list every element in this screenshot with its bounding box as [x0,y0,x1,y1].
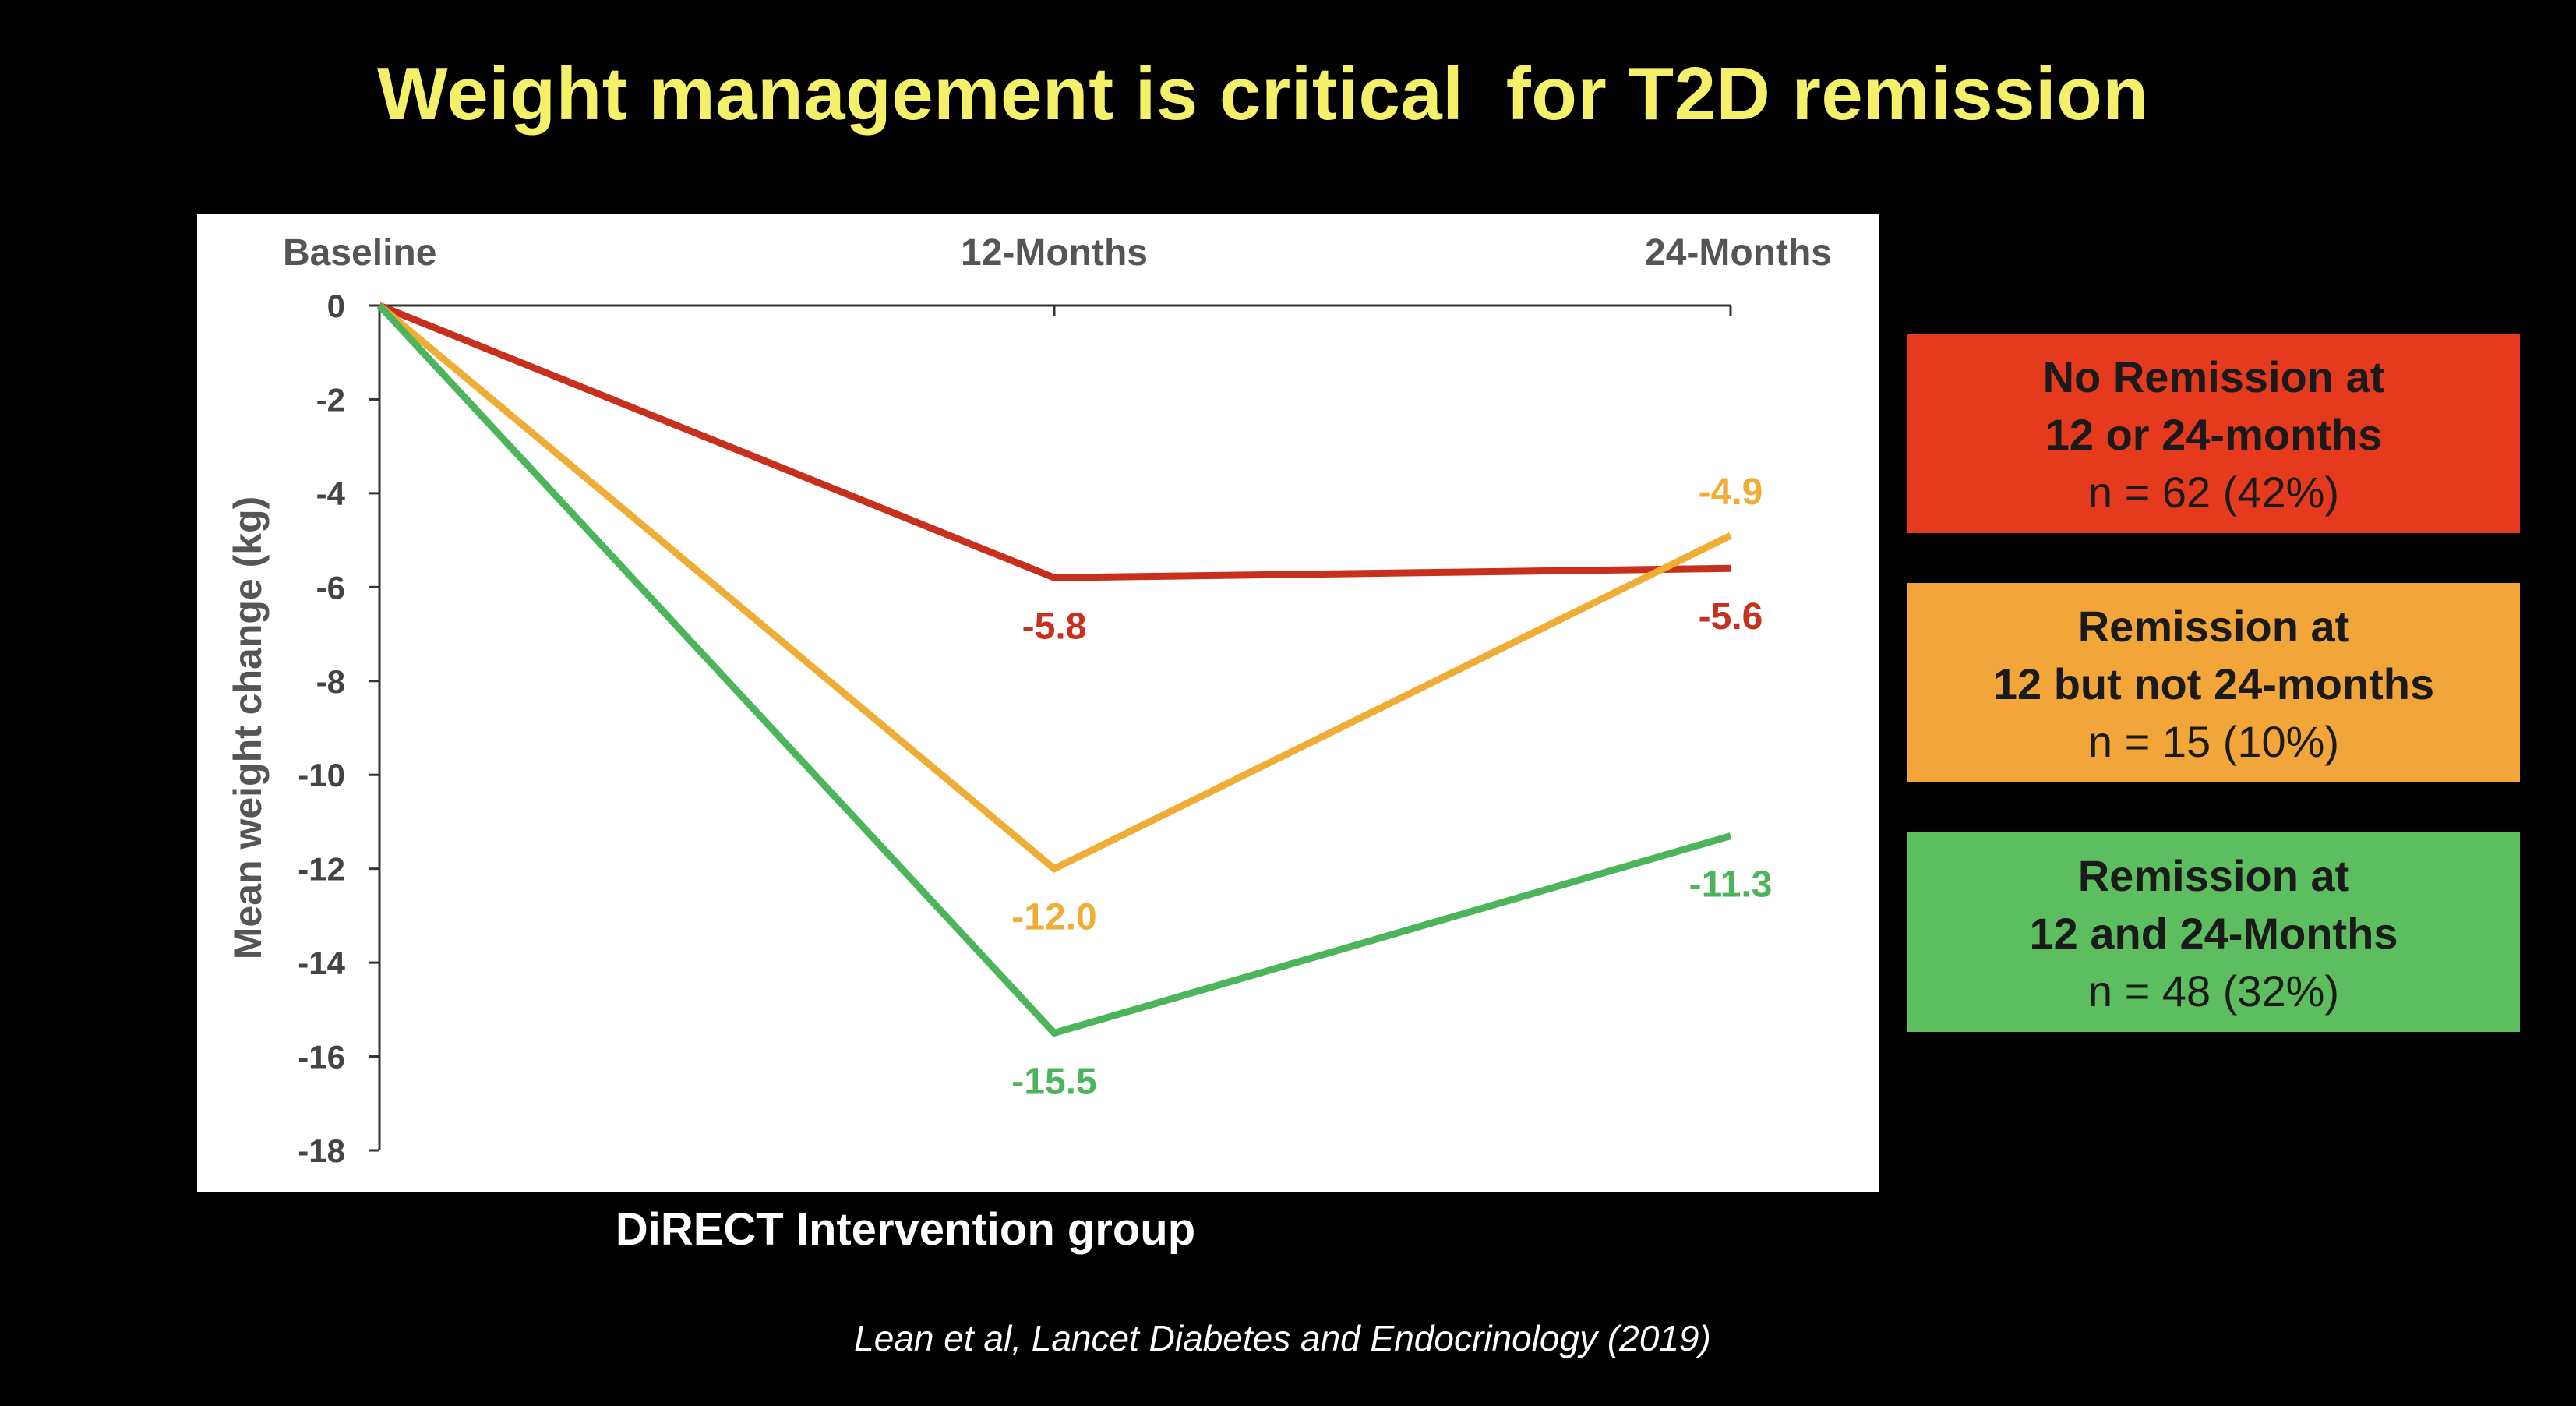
y-tick-label: -2 [316,381,345,418]
data-label: -15.5 [1011,1061,1096,1102]
slide-title: Weight management is critical for T2D re… [377,52,2149,136]
series-line-0 [378,302,1731,581]
y-tick-label: -14 [298,945,345,981]
legend-box-no-remission: No Remission at 12 or 24-months n = 62 (… [1907,334,2520,533]
x-tick-label: Baseline [283,232,436,274]
y-axis-label: Mean weight change (kg) [226,496,270,960]
legend-line1: No Remission at [2042,352,2385,401]
data-label: -11.3 [1689,864,1773,906]
legend-line1: Remission at [2077,602,2350,651]
data-label: -5.8 [1022,606,1087,647]
legend-box-remission-12-and-24: Remission at 12 and 24-Months n = 48 (32… [1907,832,2520,1032]
data-label: -5.6 [1699,596,1763,638]
x-tick-label: 12-Months [961,232,1148,274]
y-tick-label: -4 [316,475,346,512]
y-tick-label: -18 [298,1132,345,1169]
y-tick-label: -6 [316,569,345,606]
y-tick-label: 0 [327,288,345,324]
legend-line2: 12 or 24-months [2045,410,2383,459]
legend-count: n = 15 (10%) [2087,717,2340,766]
data-label: -12.0 [1011,897,1096,938]
citation: Lean et al, Lancet Diabetes and Endocrin… [854,1318,1711,1358]
line-chart: Baseline 12-Months 24-Months 0 -2 -4 -6 -8 -10 -1… [226,232,1832,1169]
x-tick-label: 24-Months [1645,232,1832,274]
legend-count: n = 48 (32%) [2087,966,2340,1016]
data-label: -4.9 [1699,472,1763,513]
legend-box-remission-12-only: Remission at 12 but not 24-months n = 15… [1907,583,2520,782]
x-axis-caption: DiRECT Intervention group [615,1204,1196,1255]
legend-count: n = 62 (42%) [2087,468,2340,517]
chart-panel: Baseline 12-Months 24-Months 0 -2 -4 -6 -8 -10 -1… [197,214,1879,1192]
y-tick-label: -16 [298,1039,345,1076]
y-tick-label: -12 [298,851,345,888]
legend-line2: 12 but not 24-months [1992,659,2435,708]
legend-line2: 12 and 24-Months [2029,909,2398,958]
legend-line1: Remission at [2077,851,2350,900]
y-tick-label: -8 [316,663,345,700]
y-tick-label: -10 [298,757,345,793]
